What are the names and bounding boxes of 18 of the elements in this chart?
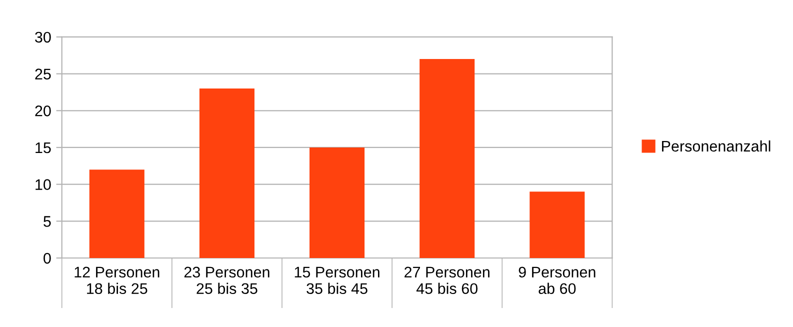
- x-tick-label: 9 Personen ab 60: [518, 266, 596, 294]
- y-tick-label: 5: [44, 216, 51, 227]
- bar: [199, 88, 254, 258]
- bar: [530, 192, 585, 258]
- bar: [420, 59, 475, 258]
- legend-label: Personenanzahl: [662, 140, 770, 152]
- y-tick-label: 0: [44, 252, 51, 264]
- y-tick-label: 20: [35, 106, 51, 116]
- y-tick-label: 30: [35, 32, 51, 43]
- x-tick-label: 15 Personen 35 bis 45: [294, 266, 380, 294]
- y-tick-label: 15: [36, 142, 51, 154]
- bar: [310, 147, 365, 258]
- y-tick-label: 10: [36, 179, 51, 190]
- x-tick-label: 23 Personen 25 bis 35: [184, 266, 270, 294]
- y-tick-label: 25: [35, 68, 51, 80]
- x-tick-label: 12 Personen 18 bis 25: [74, 266, 160, 294]
- bar: [89, 170, 144, 258]
- x-tick-label: 27 Personen 45 bis 60: [404, 266, 490, 294]
